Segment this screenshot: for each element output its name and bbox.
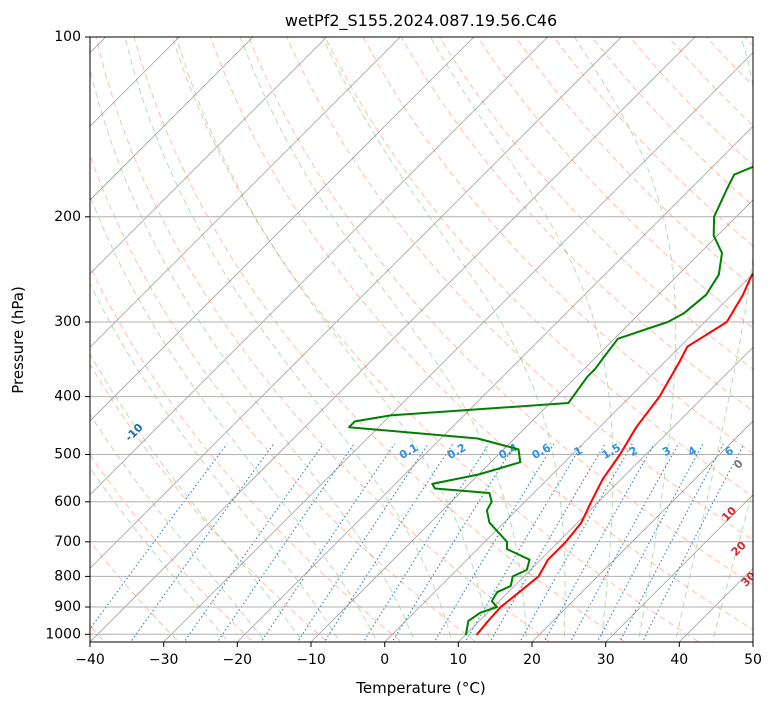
x-tick-label: −20 bbox=[223, 652, 253, 668]
mixing-ratio-label: 8 bbox=[752, 444, 765, 459]
moist-adiabat-label: 40 bbox=[758, 593, 775, 613]
y-tick-label: 300 bbox=[54, 314, 81, 330]
y-tick-label: 600 bbox=[54, 494, 81, 510]
y-axis-title: Pressure (hPa) bbox=[9, 286, 27, 394]
x-axis-title: Temperature (°C) bbox=[355, 679, 485, 697]
x-axis-ticks: −40 −30 −20 −10 0 10 20 30 40 50 bbox=[75, 642, 762, 668]
x-tick-label: −30 bbox=[149, 652, 179, 668]
x-tick-label: 0 bbox=[380, 652, 389, 668]
x-tick-label: 40 bbox=[670, 652, 688, 668]
mixing-ratio-label: 10 bbox=[771, 442, 775, 461]
x-tick-label: 20 bbox=[523, 652, 541, 668]
x-tick-label: 50 bbox=[744, 652, 762, 668]
x-tick-label: 10 bbox=[449, 652, 467, 668]
plot-area bbox=[90, 37, 753, 642]
dry-adiabat-line bbox=[770, 24, 775, 647]
x-tick-label: −40 bbox=[75, 652, 105, 668]
y-tick-label: 200 bbox=[54, 209, 81, 225]
y-tick-label: 1000 bbox=[45, 626, 81, 642]
x-tick-label: 30 bbox=[597, 652, 615, 668]
x-tick-label: −10 bbox=[296, 652, 326, 668]
chart-title: wetPf2_S155.2024.087.19.56.C46 bbox=[285, 11, 557, 31]
y-axis-ticks: 100 200 300 400 500 600 700 800 900 1000 bbox=[45, 29, 90, 642]
y-tick-label: 700 bbox=[54, 534, 81, 550]
y-tick-label: 500 bbox=[54, 447, 81, 463]
y-tick-label: 800 bbox=[54, 568, 81, 584]
y-tick-label: 400 bbox=[54, 389, 81, 405]
y-tick-label: 100 bbox=[54, 29, 81, 45]
y-tick-label: 900 bbox=[54, 599, 81, 615]
